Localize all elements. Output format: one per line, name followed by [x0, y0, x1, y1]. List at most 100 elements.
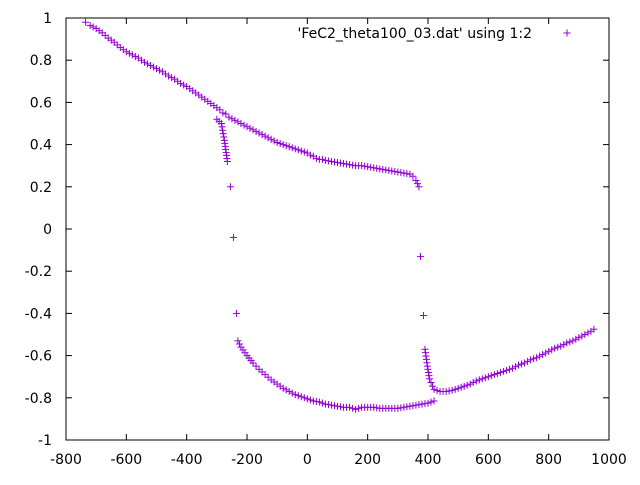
data-point — [228, 115, 236, 123]
data-point — [524, 357, 532, 365]
y-tick-label: 0.4 — [30, 138, 52, 154]
data-point — [590, 325, 598, 333]
data-point — [343, 160, 351, 168]
legend-marker — [563, 29, 571, 37]
data-point — [294, 392, 302, 400]
legend-label: 'FeC2_theta100_03.dat' using 1:2 — [297, 26, 532, 42]
y-tick-label: -0.6 — [25, 349, 52, 365]
data-point — [584, 329, 592, 337]
data-point — [168, 74, 176, 82]
data-point — [219, 126, 227, 134]
data-point — [285, 143, 293, 151]
data-point — [222, 110, 230, 118]
data-point — [373, 404, 381, 412]
data-point — [388, 167, 396, 175]
data-point — [240, 121, 248, 129]
data-point — [306, 151, 314, 159]
data-point — [499, 367, 507, 375]
data-point — [364, 163, 372, 171]
data-point — [122, 48, 130, 56]
data-point — [554, 343, 562, 351]
data-point — [125, 49, 133, 57]
data-point — [403, 403, 411, 411]
data-point — [237, 120, 245, 127]
data-point — [545, 347, 553, 355]
data-point — [337, 159, 345, 167]
y-tick-label: -1 — [38, 433, 52, 449]
legend: 'FeC2_theta100_03.dat' using 1:2 — [297, 26, 571, 42]
data-point — [143, 60, 151, 68]
data-point — [578, 332, 586, 340]
data-point — [327, 157, 335, 165]
data-point — [243, 123, 251, 131]
series-points — [82, 18, 598, 413]
data-point — [505, 365, 513, 373]
data-point — [484, 373, 492, 381]
data-point — [249, 359, 257, 367]
data-point — [235, 340, 243, 348]
data-point — [264, 134, 272, 142]
data-point — [521, 359, 529, 367]
data-point — [415, 401, 423, 409]
data-point — [551, 344, 559, 352]
data-point — [539, 351, 547, 359]
data-point — [337, 403, 345, 411]
data-point — [346, 161, 354, 169]
data-point — [282, 386, 290, 394]
x-tick-label: 0 — [303, 452, 312, 468]
data-point — [430, 397, 438, 405]
data-point — [246, 124, 254, 132]
data-point — [300, 394, 308, 402]
x-tick-label: 600 — [475, 452, 502, 468]
data-point — [394, 168, 402, 176]
data-point — [282, 142, 290, 150]
data-point — [548, 346, 556, 354]
data-point — [321, 156, 329, 164]
data-point — [361, 162, 369, 170]
data-point — [225, 113, 233, 121]
data-point — [234, 337, 242, 345]
data-point — [425, 372, 433, 380]
data-point — [542, 349, 550, 357]
data-point — [370, 403, 378, 411]
data-point — [424, 399, 432, 407]
data-point — [536, 352, 544, 360]
data-point — [423, 362, 431, 370]
data-point — [430, 385, 438, 393]
data-point — [397, 169, 405, 177]
data-point — [261, 132, 269, 140]
data-point — [276, 140, 284, 148]
data-point — [216, 106, 224, 114]
data-point — [382, 166, 390, 174]
data-point — [429, 382, 437, 390]
data-point — [86, 21, 94, 29]
data-point — [279, 141, 287, 149]
data-point — [412, 176, 420, 184]
data-point — [252, 127, 260, 135]
data-point — [442, 387, 450, 395]
data-point — [394, 404, 402, 412]
data-point — [496, 368, 504, 376]
data-point — [234, 118, 242, 126]
data-point — [572, 335, 580, 343]
y-tick-label: -0.2 — [25, 264, 52, 280]
data-point — [330, 402, 338, 410]
data-point — [445, 387, 453, 395]
data-point — [367, 163, 375, 171]
data-point — [318, 155, 326, 163]
data-point — [146, 61, 154, 69]
data-point — [448, 386, 456, 394]
data-point — [180, 81, 188, 89]
data-point — [557, 342, 565, 350]
data-point — [406, 402, 414, 410]
data-point — [288, 144, 296, 152]
data-point — [569, 337, 577, 345]
data-point — [156, 66, 164, 74]
data-point — [303, 395, 311, 403]
data-point — [267, 135, 275, 143]
x-tick-label: 200 — [354, 452, 381, 468]
data-point — [575, 334, 583, 342]
